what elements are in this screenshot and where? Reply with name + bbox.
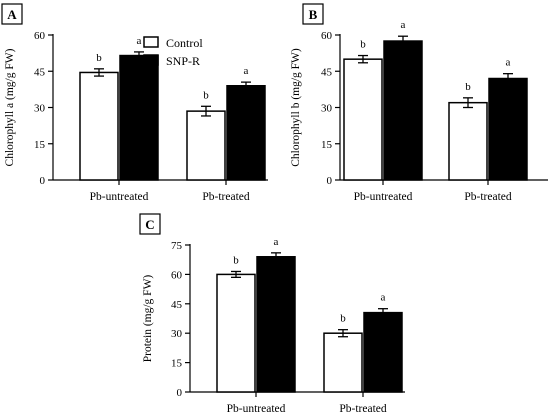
legend-label: SNP-R: [166, 54, 200, 68]
x-tick-label: Pb-treated: [339, 403, 387, 415]
x-tick-label: Pb-treated: [202, 191, 250, 203]
y-tick-label: 75: [171, 240, 183, 252]
significance-letter: a: [274, 236, 279, 248]
bar-snp-r: [119, 54, 159, 181]
y-tick-label: 15: [171, 358, 183, 370]
y-tick-label: 60: [171, 269, 183, 281]
panel-letter-box: [139, 213, 161, 235]
legend-swatch: [143, 36, 159, 48]
chart-panels: A 0 15 30 45 60 Chlorophyll a (mg/g FW) Pb-untr…: [1, 3, 548, 415]
y-axis-title: Chlorophyll b (mg/g FW): [290, 48, 302, 167]
y-tick-label: 15: [34, 139, 46, 151]
x-tick-label: Pb-untreated: [90, 191, 149, 203]
y-tick-label: 30: [171, 328, 183, 340]
chart-panel-a: A 0 15 30 45 60 Chlorophyll a (mg/g FW) Pb-untr…: [1, 3, 268, 203]
legend: Control SNP-R: [143, 36, 203, 68]
bar-control: [448, 101, 488, 181]
panel-letter: B: [309, 7, 318, 22]
y-tick-label: 60: [34, 30, 46, 42]
bar-snp-r: [488, 77, 528, 181]
significance-letter: b: [465, 81, 471, 93]
y-tick-label: 0: [40, 175, 46, 187]
significance-letter: b: [360, 39, 366, 51]
panel-letter-box: [1, 3, 23, 25]
significance-letter: a: [137, 35, 142, 47]
significance-letter: b: [203, 89, 209, 101]
y-tick-label: 45: [171, 299, 183, 311]
significance-letter: b: [96, 52, 102, 64]
bar-control: [343, 58, 383, 181]
bar-snp-r: [383, 40, 423, 181]
bar-snp-r: [226, 85, 266, 181]
bar-control: [79, 71, 119, 181]
y-tick-label: 30: [34, 103, 46, 115]
panel-letter-box: [302, 3, 324, 25]
significance-letter: a: [381, 292, 386, 304]
y-tick-label: 30: [321, 103, 333, 115]
y-tick-label: 45: [34, 66, 46, 78]
panel-letter: A: [7, 7, 17, 22]
legend-swatch: [143, 54, 159, 66]
significance-letter: b: [233, 254, 239, 266]
significance-letter: b: [340, 313, 346, 325]
chart-panel-b: B 0 15 30 45 60 Chlorophyll b (mg/g FW) Pb-untr…: [290, 3, 548, 203]
significance-letter: a: [506, 57, 511, 69]
significance-letter: a: [401, 19, 406, 31]
x-tick-label: Pb-untreated: [227, 403, 286, 415]
y-tick-label: 0: [177, 387, 183, 399]
y-tick-label: 15: [321, 139, 333, 151]
x-tick-label: Pb-untreated: [354, 191, 413, 203]
x-tick-label: Pb-treated: [464, 191, 512, 203]
bar-control: [323, 332, 363, 393]
y-axis-title: Chlorophyll a (mg/g FW): [4, 48, 16, 166]
panel-letter: C: [145, 217, 154, 232]
chart-panel-c: C 0 15 30 45 60 75 Protein (mg/g FW) Pb-untreate…: [139, 213, 405, 415]
significance-letter: a: [244, 65, 249, 77]
bar-control: [216, 273, 256, 393]
y-tick-label: 60: [321, 30, 333, 42]
y-axis-title: Protein (mg/g FW): [142, 275, 154, 363]
legend-label: Control: [166, 36, 203, 50]
bar-snp-r: [256, 256, 296, 393]
bar-control: [186, 110, 226, 181]
y-tick-label: 45: [321, 66, 333, 78]
bar-snp-r: [363, 311, 403, 393]
y-tick-label: 0: [327, 175, 333, 187]
